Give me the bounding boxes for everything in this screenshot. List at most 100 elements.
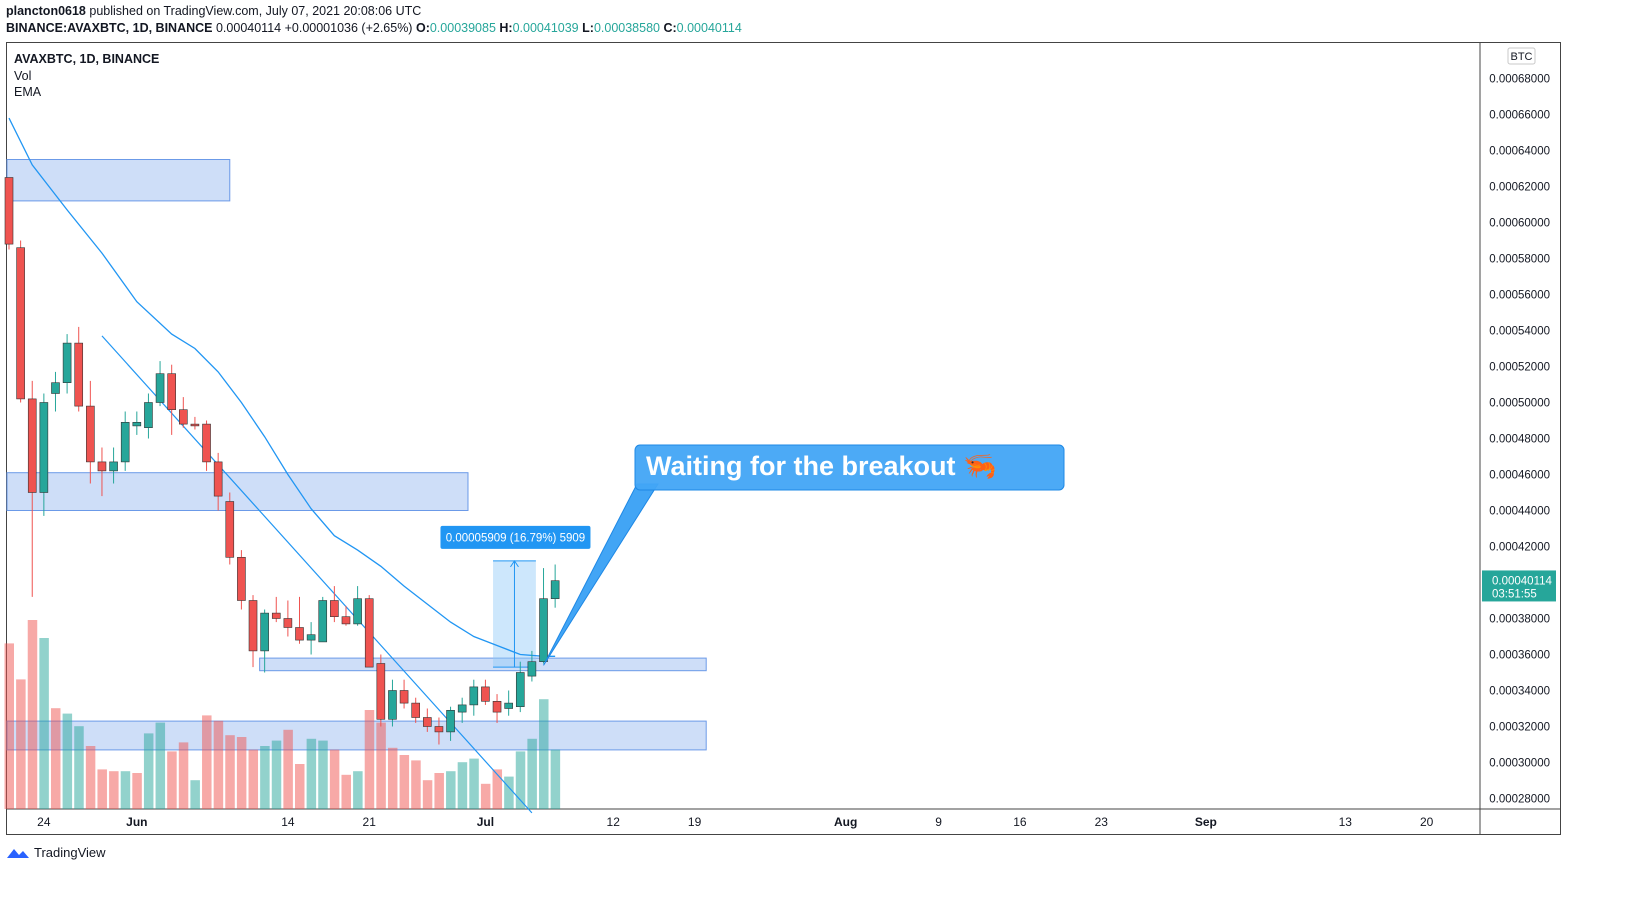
volume-bar	[399, 755, 410, 809]
candle-body	[39, 402, 49, 493]
x-tick-label: 19	[688, 815, 702, 829]
y-tick-label: 0.00044000	[1489, 506, 1550, 518]
candle-body	[295, 627, 304, 641]
volume-bar	[27, 620, 38, 809]
publish-info: published on TradingView.com, July 07, 2…	[89, 4, 422, 18]
volume-bar	[132, 773, 142, 809]
volume-bar	[74, 726, 84, 809]
volume-bar	[550, 749, 561, 809]
zone-rect-0	[6, 159, 231, 202]
candle	[504, 690, 513, 716]
volume-bar	[434, 773, 444, 809]
x-tick-label: 12	[607, 815, 621, 829]
y-tick-label: 0.00056000	[1489, 290, 1550, 302]
volume-bar	[411, 760, 421, 809]
volume-bar	[527, 738, 537, 809]
candle	[179, 397, 188, 428]
y-tick-label: 0.00052000	[1489, 362, 1550, 374]
candle	[283, 600, 293, 637]
candle-body	[388, 690, 397, 720]
candle-body	[446, 709, 455, 733]
volume-bar	[376, 722, 386, 809]
callout-text: Waiting for the breakout 🦐	[646, 451, 997, 481]
volume-bar	[62, 713, 73, 809]
candle-body	[202, 423, 211, 463]
author-name[interactable]: plancton0618	[6, 4, 86, 18]
candle	[399, 679, 409, 709]
candle	[248, 595, 258, 668]
candle-body	[190, 423, 200, 427]
candle-body	[550, 580, 560, 600]
y-tick-label: 0.00032000	[1489, 722, 1550, 734]
candle	[62, 334, 72, 394]
legend-ema[interactable]: EMA	[14, 85, 42, 99]
volume-bar	[492, 769, 503, 809]
zone-rect-2	[259, 657, 707, 672]
change-text: +0.00001036 (+2.65%)	[284, 21, 413, 35]
volume-bar	[190, 780, 200, 809]
candle	[16, 240, 25, 403]
ema-line	[8, 117, 556, 657]
ohlc-line: BINANCE:AVAXBTC, 1D, BINANCE 0.00040114 …	[6, 21, 742, 35]
candle-body	[97, 461, 107, 472]
candle-body	[376, 663, 386, 720]
volume-bar	[4, 643, 14, 809]
candle-body	[260, 612, 269, 652]
y-tick-label: 0.00068000	[1489, 74, 1550, 86]
candle	[225, 492, 235, 565]
candle-body	[423, 717, 432, 727]
candle	[388, 679, 397, 727]
y-tick-label: 0.00048000	[1489, 434, 1550, 446]
candle	[446, 706, 455, 741]
volume-bar	[306, 738, 317, 809]
close-value: 0.00040114	[676, 21, 742, 35]
candle-body	[62, 342, 72, 384]
measure-arrowhead	[510, 559, 519, 568]
candle	[341, 605, 351, 626]
legend-volume[interactable]: Vol	[14, 68, 32, 83]
last-price-label: 0.00040114	[1492, 575, 1553, 587]
candle	[51, 371, 60, 412]
candle-body	[248, 600, 258, 652]
y-tick-label: 0.00038000	[1489, 614, 1550, 626]
y-tick-label: 0.00064000	[1489, 146, 1550, 158]
x-tick-label: Jun	[126, 815, 147, 829]
volume-bar	[271, 740, 282, 809]
volume-bar	[120, 771, 131, 809]
y-tick-label: 0.00030000	[1489, 758, 1550, 770]
candle-body	[271, 612, 281, 619]
volume-bar	[178, 742, 189, 809]
candle-body	[132, 421, 142, 427]
chart-frame	[6, 42, 1561, 835]
candle-body	[341, 616, 351, 625]
x-tick-label: 13	[1339, 815, 1353, 829]
footer-brand-text[interactable]: TradingView	[34, 845, 106, 860]
currency-label: BTC	[1511, 51, 1533, 63]
callout-pointer	[543, 483, 659, 666]
candle	[4, 177, 14, 250]
candle	[550, 564, 560, 608]
volume-bar	[283, 729, 293, 809]
candle	[74, 326, 84, 412]
currency-badge	[1507, 47, 1536, 65]
last-price-text: 0.00040114	[215, 21, 282, 35]
zone-rect-1	[6, 472, 469, 512]
candle-body	[469, 686, 479, 706]
legend-symbol[interactable]: AVAXBTC, 1D, BINANCE	[14, 52, 160, 66]
x-tick-label: 23	[1095, 815, 1109, 829]
candle	[132, 411, 142, 435]
candle-body	[481, 686, 490, 702]
candle	[237, 550, 246, 610]
y-tick-label: 0.00054000	[1489, 326, 1550, 338]
y-tick-label: 0.00050000	[1489, 398, 1550, 410]
measure-label-bg	[440, 525, 591, 549]
y-tick-label: 0.00060000	[1489, 218, 1550, 230]
x-tick-label: 20	[1420, 815, 1434, 829]
volume-bar	[318, 740, 328, 809]
candle	[144, 393, 153, 439]
candle-body	[306, 634, 316, 641]
volume-bar	[236, 737, 247, 809]
volume-bar	[85, 746, 96, 809]
candle	[539, 568, 548, 664]
